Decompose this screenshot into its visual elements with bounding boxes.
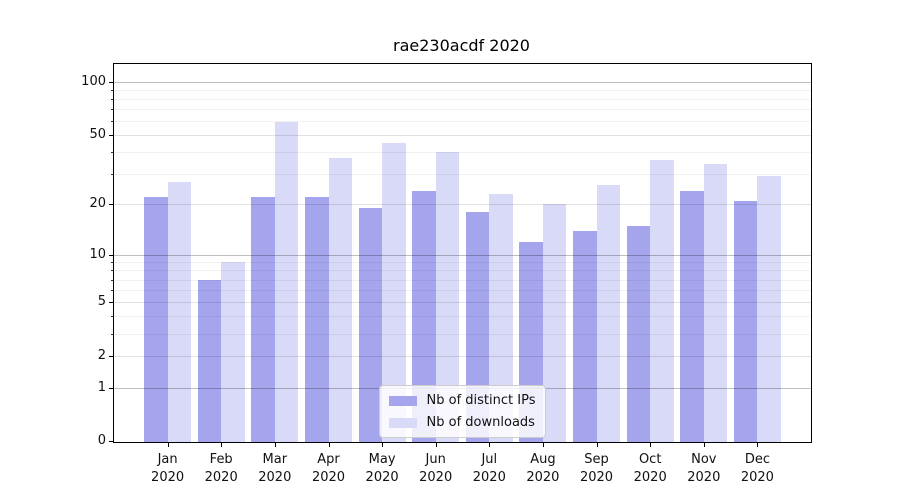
y-minor-tick-mark-7: [111, 279, 113, 281]
y-tick-mark-5: [109, 302, 113, 304]
x-tick-mark-nov: [703, 443, 705, 447]
y-tick-label-2: 2: [97, 348, 106, 364]
x-tick-mark-may: [382, 443, 384, 447]
y-minor-tick-mark-80: [111, 98, 113, 100]
x-tick-label-may: May 2020: [365, 452, 399, 485]
y-minor-tick-mark-90: [111, 89, 113, 91]
bar-distinct-ips-jul: [465, 212, 490, 442]
y-tick-label-0: 0: [97, 433, 106, 448]
bar-distinct-ips-oct: [626, 225, 651, 442]
y-minor-tick-mark-9: [111, 262, 113, 264]
x-tick-label-feb: Feb 2020: [204, 452, 238, 485]
x-tick-mark-oct: [650, 443, 652, 447]
y-tick-mark-50: [109, 134, 113, 136]
legend-item-downloads: Nb of downloads: [388, 415, 536, 430]
legend-label-downloads: Nb of downloads: [426, 415, 535, 430]
y-tick-mark-0: [109, 441, 113, 442]
x-tick-mark-mar: [274, 443, 276, 447]
bar-distinct-ips-apr: [305, 197, 329, 442]
y-minor-tick-mark-6: [111, 290, 113, 291]
bars-layer: [114, 64, 811, 442]
bar-downloads-feb: [221, 262, 245, 442]
x-tick-mark-aug: [542, 443, 544, 447]
x-tick-mark-jun: [435, 443, 437, 447]
bar-downloads-may: [382, 143, 406, 442]
bar-downloads-jul: [489, 193, 513, 442]
bar-distinct-ips-jan: [144, 197, 168, 442]
y-tick-mark-1: [109, 387, 113, 389]
axis-ticks-layer: 0 1 2 5 10 20 50 100 Jan 2020 Feb 2020 Mar 2020 Apr…: [81, 64, 811, 485]
y-tick-mark-2: [109, 356, 113, 358]
bar-downloads-dec: [757, 176, 781, 442]
bar-downloads-jun: [435, 152, 460, 442]
x-tick-label-apr: Apr 2020: [311, 452, 346, 485]
y-tick-label-50: 50: [89, 126, 106, 142]
y-tick-mark-20: [109, 204, 113, 206]
legend-swatch-distinct-ips: [388, 395, 417, 406]
x-tick-mark-jul: [489, 443, 491, 447]
chart-title: rae230acdf 2020: [393, 36, 530, 55]
x-tick-label-nov: Nov 2020: [687, 452, 721, 485]
y-tick-mark-100: [109, 81, 113, 83]
x-tick-label-jan: Jan 2020: [151, 452, 185, 485]
y-minor-tick-mark-70: [111, 109, 113, 111]
y-tick-label-20: 20: [89, 196, 106, 212]
legend-swatch-downloads: [388, 417, 417, 428]
legend-label-distinct-ips: Nb of distinct IPs: [426, 393, 536, 408]
y-minor-tick-mark-8: [111, 270, 113, 272]
x-tick-label-jun: Jun 2020: [419, 452, 453, 485]
x-tick-label-dec: Dec 2020: [740, 452, 774, 485]
bar-downloads-apr: [328, 157, 352, 442]
x-tick-mark-feb: [221, 443, 223, 447]
x-tick-label-oct: Oct 2020: [633, 452, 667, 485]
bar-distinct-ips-mar: [251, 197, 275, 442]
y-tick-label-100: 100: [81, 73, 106, 89]
bar-downloads-oct: [650, 160, 674, 442]
plot-area: 0 1 2 5 10 20 50 100 Jan 2020 Feb 2020 Mar 2020 Apr…: [81, 63, 812, 485]
y-minor-tick-mark-40: [111, 152, 113, 153]
legend-item-distinct-ips: Nb of distinct IPs: [388, 393, 536, 408]
y-tick-label-10: 10: [89, 246, 106, 262]
bar-distinct-ips-nov: [680, 190, 704, 442]
y-minor-tick-mark-3: [111, 333, 113, 335]
x-tick-label-mar: Mar 2020: [258, 452, 292, 485]
x-tick-mark-jan: [167, 443, 169, 447]
legend: Nb of distinct IPs Nb of downloads: [378, 385, 547, 438]
y-minor-tick-mark-4: [111, 316, 113, 318]
x-tick-label-jul: Jul 2020: [472, 452, 506, 485]
x-tick-mark-dec: [757, 443, 759, 447]
y-tick-label-1: 1: [97, 379, 106, 395]
bar-downloads-sep: [596, 184, 620, 442]
bar-downloads-nov: [703, 164, 728, 442]
bar-downloads-aug: [542, 204, 567, 442]
bar-downloads-jan: [167, 181, 192, 442]
bar-distinct-ips-feb: [197, 279, 222, 442]
y-tick-label-5: 5: [97, 294, 106, 310]
bar-distinct-ips-dec: [733, 200, 758, 442]
y-minor-tick-mark-60: [111, 121, 113, 122]
x-tick-mark-apr: [328, 443, 330, 447]
y-minor-tick-mark-30: [111, 173, 113, 175]
bar-downloads-mar: [274, 122, 299, 442]
y-tick-mark-10: [109, 254, 113, 256]
bar-distinct-ips-sep: [573, 230, 597, 442]
x-tick-label-sep: Sep 2020: [579, 452, 614, 485]
bar-distinct-ips-may: [358, 208, 383, 442]
bar-distinct-ips-jun: [412, 190, 436, 442]
x-tick-label-aug: Aug 2020: [526, 452, 560, 485]
x-tick-mark-sep: [596, 443, 598, 447]
